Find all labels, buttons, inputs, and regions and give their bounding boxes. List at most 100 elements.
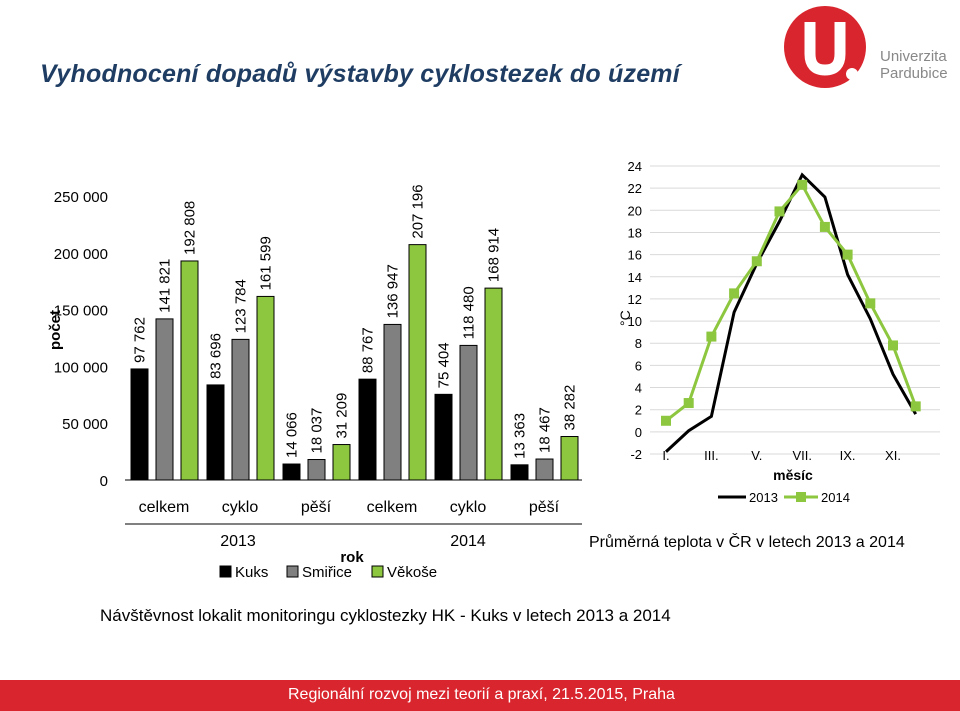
page-title: Vyhodnocení dopadů výstavby cyklostezek … [40,60,680,88]
bar-věkoše [180,260,199,481]
legend-label: 2013 [749,490,778,505]
y-tick-label: 250 000 [54,189,108,206]
x-tick-label: VII. [792,448,812,463]
bar-kuks [130,368,149,481]
bar-smiřice [307,459,326,481]
y-tick-label: 16 [628,248,642,263]
x-tick-label: XI. [885,448,901,463]
university-logo [784,6,866,88]
x-axis-label: měsíc [773,467,813,483]
data-point-2014 [910,401,921,412]
data-label: 192 808 [182,201,199,255]
y-tick-label: 24 [628,159,642,174]
y-axis-label: °C [617,310,633,326]
series-line-2014 [665,182,918,422]
data-point-2014 [661,415,671,426]
data-label: 14 066 [284,412,301,458]
category-label: pěší [301,499,332,516]
y-tick-label: 22 [628,181,642,196]
y-tick-label: 10 [628,314,642,329]
y-axis-label: počet [47,310,64,350]
data-label: 88 767 [360,327,377,373]
category-label: celkem [139,499,190,516]
legend-label: Kuks [235,564,268,581]
visits-chart-caption: Návštěvnost lokalit monitoringu cykloste… [100,606,671,625]
y-tick-label: 100 000 [54,359,108,376]
bar-smiřice [459,344,478,481]
data-label: 168 914 [486,228,503,282]
bar-smiřice [535,458,554,481]
data-label: 123 784 [233,279,250,333]
data-label: 31 209 [334,393,351,439]
legend-swatch-věkoše [371,565,384,578]
data-label: 161 599 [258,236,275,290]
data-point-2014 [888,340,898,351]
logo-line-2: Pardubice [880,65,948,82]
bar-kuks [206,384,225,481]
data-label: 18 037 [309,408,326,454]
data-point-2014 [865,298,876,309]
x-tick-label: I. [662,448,669,463]
year-label: 2013 [220,533,256,550]
data-point-2014 [842,249,853,260]
y-tick-label: 4 [635,381,642,396]
data-label: 118 480 [461,286,478,339]
data-point-2014 [774,206,785,217]
temperature-chart-caption: Průměrná teplota v ČR v letech 2013 a 20… [589,534,905,551]
y-tick-label: 200 000 [54,246,108,263]
bar-smiřice [231,338,250,481]
footer-bar [0,680,960,711]
data-point-2014 [819,221,830,232]
y-tick-label: 14 [628,270,642,285]
category-label: cyklo [450,499,487,516]
bar-věkoše [256,295,275,481]
bar-smiřice [383,323,402,481]
legend-marker-2014 [796,492,806,502]
data-label: 136 947 [385,264,402,318]
y-tick-label: 150 000 [54,303,108,320]
y-tick-label: 12 [628,292,642,307]
data-label: 13 363 [512,413,529,459]
data-point-2014 [706,331,717,342]
x-tick-label: IX. [840,448,856,463]
data-label: 207 196 [410,184,427,238]
y-tick-label: 0 [100,473,108,490]
data-label: 75 404 [436,342,453,388]
y-tick-label: 0 [635,425,642,440]
y-tick-label: 50 000 [62,416,108,433]
x-axis-label: rok [340,549,364,566]
bar-kuks [434,393,453,481]
legend-label: Věkoše [387,564,437,581]
data-label: 18 467 [537,407,554,453]
bar-kuks [358,378,377,481]
legend-swatch-kuks [219,565,232,578]
x-tick-label: V. [751,448,762,463]
category-label: celkem [367,499,418,516]
data-label: 141 821 [157,259,174,313]
year-label: 2014 [450,533,486,550]
y-tick-label: 20 [628,203,642,218]
logo-line-1: Univerzita [880,48,947,65]
data-label: 38 282 [562,385,579,431]
bar-smiřice [155,318,174,481]
data-point-2014 [729,288,740,299]
bar-kuks [510,464,529,481]
category-label: cyklo [222,499,259,516]
series-line-2013 [664,172,918,453]
bar-věkoše [332,444,351,481]
y-tick-label: 6 [635,358,642,373]
legend-label: Smiřice [302,564,352,581]
data-point-2014 [683,398,694,409]
bar-věkoše [560,436,579,481]
legend-label: 2014 [821,490,850,505]
x-tick-label: III. [704,448,718,463]
bar-kuks [282,463,301,481]
y-tick-label: 18 [628,225,642,240]
y-tick-label: -2 [630,447,642,462]
bar-věkoše [484,287,503,481]
y-tick-label: 8 [635,336,642,351]
footer-text: Regionální rozvoj mezi teorií a praxí, 2… [288,686,675,703]
data-label: 83 696 [208,333,225,379]
logo-text: Univerzita Pardubice [880,48,948,82]
